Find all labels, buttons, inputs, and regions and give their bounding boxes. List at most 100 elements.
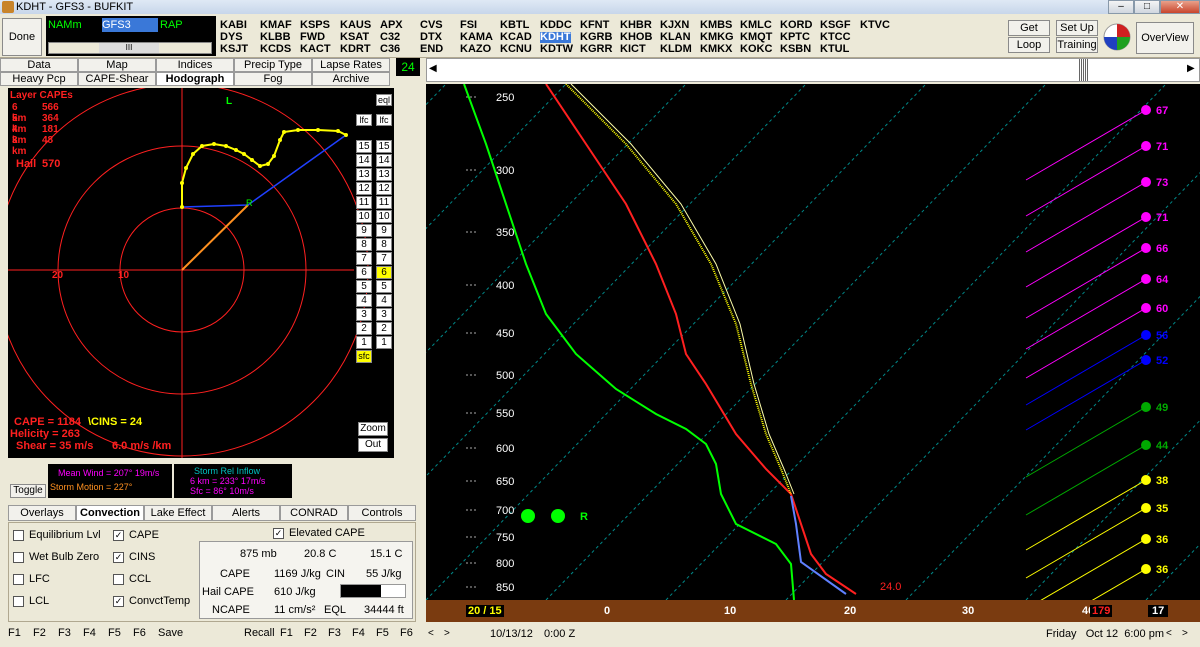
skewt-panel[interactable]: 250 300 350 400 450 500 550 600 650 700 750 800 850 R… xyxy=(426,84,1200,600)
tab-lapse-rates[interactable]: Lapse Rates xyxy=(312,58,390,72)
tab-indices[interactable]: Indices xyxy=(156,58,234,72)
fkey-right-f4[interactable]: F4 xyxy=(352,627,365,639)
tab-cape-shear[interactable]: CAPE-Shear xyxy=(78,72,156,86)
scroll-thumb[interactable]: III xyxy=(99,43,159,53)
station-kjxn[interactable]: KJXN xyxy=(660,19,690,31)
fkey-left-save[interactable]: Save xyxy=(158,627,184,639)
level-left-14[interactable]: 14 xyxy=(356,154,372,167)
level-left-13[interactable]: 13 xyxy=(356,168,372,181)
station-kmkg[interactable]: KMKG xyxy=(700,31,734,43)
level-left-11[interactable]: 11 xyxy=(356,196,372,209)
timeline-thumb[interactable] xyxy=(1079,59,1089,81)
station-dys[interactable]: DYS xyxy=(220,31,243,43)
station-kdtw[interactable]: KDTW xyxy=(540,43,573,55)
tab-lake-effect[interactable]: Lake Effect xyxy=(144,505,212,521)
tab-controls[interactable]: Controls xyxy=(348,505,416,521)
model-item-gfs3[interactable]: GFS3 xyxy=(102,18,158,32)
level-right-1[interactable]: 1 xyxy=(376,336,392,349)
station-ksgf[interactable]: KSGF xyxy=(820,19,851,31)
station-kazo[interactable]: KAZO xyxy=(460,43,492,55)
station-c36[interactable]: C36 xyxy=(380,43,401,55)
status-prev2-icon[interactable]: < xyxy=(1166,628,1172,639)
done-button[interactable]: Done xyxy=(2,18,42,56)
station-dtx[interactable]: DTX xyxy=(420,31,442,43)
level-right-9[interactable]: 9 xyxy=(376,224,392,237)
fkey-right-f3[interactable]: F3 xyxy=(328,627,341,639)
level-right-12[interactable]: 12 xyxy=(376,182,392,195)
tab-map[interactable]: Map xyxy=(78,58,156,72)
level-right-15[interactable]: 15 xyxy=(376,140,392,153)
station-apx[interactable]: APX xyxy=(380,19,403,31)
maximize-button[interactable]: □ xyxy=(1134,0,1160,14)
station-kmqt[interactable]: KMQT xyxy=(740,31,773,43)
fkey-left-f1[interactable]: F1 xyxy=(8,627,21,639)
lfc-button-left[interactable]: lfc xyxy=(356,114,372,126)
level-right-11[interactable]: 11 xyxy=(376,196,392,209)
station-kaus[interactable]: KAUS xyxy=(340,19,372,31)
timeline-scrollbar[interactable]: ◀ ▶ xyxy=(426,58,1200,82)
station-kmkx[interactable]: KMKX xyxy=(700,43,733,55)
level-right-5[interactable]: 5 xyxy=(376,280,392,293)
level-right-2[interactable]: 2 xyxy=(376,322,392,335)
checkbox-row-lfc[interactable]: LFC xyxy=(13,573,113,589)
station-cvs[interactable]: CVS xyxy=(420,19,443,31)
level-left-2[interactable]: 2 xyxy=(356,322,372,335)
station-kmaf[interactable]: KMAF xyxy=(260,19,292,31)
out-button[interactable]: Out xyxy=(358,438,388,452)
station-end[interactable]: END xyxy=(420,43,444,55)
station-kict[interactable]: KICT xyxy=(620,43,646,55)
station-ksat[interactable]: KSAT xyxy=(340,31,370,43)
level-left-1[interactable]: 1 xyxy=(356,336,372,349)
loop-button[interactable]: Loop xyxy=(1008,37,1050,53)
tab-convection[interactable]: Convection xyxy=(76,505,144,521)
level-left-6[interactable]: 6 xyxy=(356,266,372,279)
checkbox[interactable] xyxy=(13,596,24,607)
status-next2-icon[interactable]: > xyxy=(1182,628,1188,639)
station-ksjt[interactable]: KSJT xyxy=(220,43,249,55)
fkey-right-recall[interactable]: Recall xyxy=(244,627,275,639)
fkey-right-f5[interactable]: F5 xyxy=(376,627,389,639)
level-left-7[interactable]: 7 xyxy=(356,252,372,265)
station-klbb[interactable]: KLBB xyxy=(260,31,291,43)
checkbox-row-cape[interactable]: ✓ CAPE xyxy=(113,529,213,545)
station-kcds[interactable]: KCDS xyxy=(260,43,292,55)
station-kmbs[interactable]: KMBS xyxy=(700,19,733,31)
status-prev-icon[interactable]: < xyxy=(428,628,434,639)
scroll-right-icon[interactable]: ▶ xyxy=(1187,63,1195,74)
fkey-left-f4[interactable]: F4 xyxy=(83,627,96,639)
station-kldm[interactable]: KLDM xyxy=(660,43,692,55)
station-ktul[interactable]: KTUL xyxy=(820,43,850,55)
set-up-button[interactable]: Set Up xyxy=(1056,20,1098,36)
checkbox[interactable] xyxy=(13,530,24,541)
get-data-button[interactable]: Get Data xyxy=(1008,20,1050,48)
station-ktcc[interactable]: KTCC xyxy=(820,31,851,43)
level-right-10[interactable]: 10 xyxy=(376,210,392,223)
tab-hodograph[interactable]: Hodograph xyxy=(156,72,234,86)
level-left-12[interactable]: 12 xyxy=(356,182,372,195)
level-left-9[interactable]: 9 xyxy=(356,224,372,237)
checkbox[interactable] xyxy=(13,574,24,585)
station-kddc[interactable]: KDDC xyxy=(540,19,572,31)
elevated-cape-checkbox[interactable]: ✓ xyxy=(273,528,284,539)
status-next-icon[interactable]: > xyxy=(444,628,450,639)
station-kabi[interactable]: KABI xyxy=(220,19,247,31)
tab-data[interactable]: Data xyxy=(0,58,78,72)
station-ksps[interactable]: KSPS xyxy=(300,19,330,31)
overview-button[interactable]: OverView xyxy=(1136,22,1194,54)
eql-button[interactable]: eql xyxy=(376,94,392,106)
level-right-13[interactable]: 13 xyxy=(376,168,392,181)
tab-precip-type[interactable]: Precip Type xyxy=(234,58,312,72)
model-scrollbar[interactable]: III xyxy=(48,42,212,54)
fkey-left-f3[interactable]: F3 xyxy=(58,627,71,639)
fkey-right-f1[interactable]: F1 xyxy=(280,627,293,639)
level-left-8[interactable]: 8 xyxy=(356,238,372,251)
minimize-button[interactable]: – xyxy=(1108,0,1134,14)
model-item-rap[interactable]: RAP xyxy=(160,19,183,31)
training-button[interactable]: Training xyxy=(1056,37,1098,53)
station-klan[interactable]: KLAN xyxy=(660,31,691,43)
fkey-right-f2[interactable]: F2 xyxy=(304,627,317,639)
zoom-button[interactable]: Zoom xyxy=(358,422,388,436)
station-kord[interactable]: KORD xyxy=(780,19,813,31)
station-fwd[interactable]: FWD xyxy=(300,31,326,43)
level-left-4[interactable]: 4 xyxy=(356,294,372,307)
